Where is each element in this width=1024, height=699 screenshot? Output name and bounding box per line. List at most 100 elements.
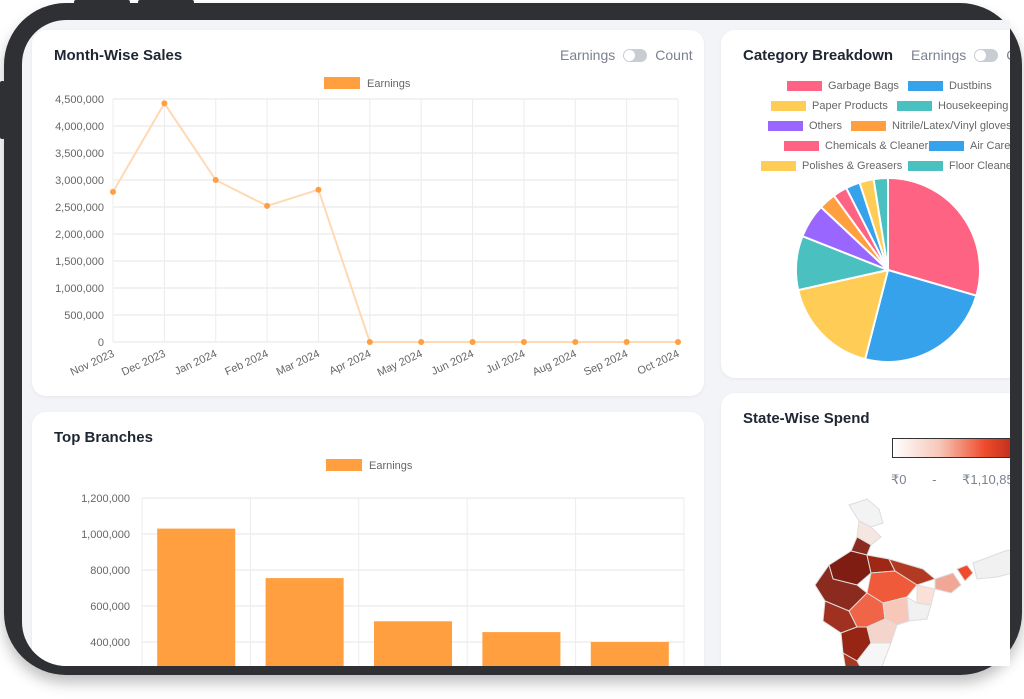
toggle-label-count: Co <box>1006 47 1010 63</box>
tablet-frame: Month-Wise Sales Earnings Count Earnings… <box>0 0 1022 675</box>
month-wise-sales-card: Month-Wise Sales Earnings Count Earnings… <box>32 30 704 396</box>
data-point <box>315 186 322 193</box>
legend-swatch <box>897 101 932 111</box>
map-region <box>916 584 936 606</box>
map-region <box>934 572 962 594</box>
data-point <box>418 339 425 345</box>
legend-label: Others <box>809 120 843 132</box>
legend-label: Polishes & Greasers <box>802 160 903 172</box>
x-tick-label: Jun 2024 <box>430 348 476 378</box>
legend-item[interactable]: Chemicals & Cleaners <box>784 139 934 153</box>
legend-swatch <box>929 141 964 151</box>
top-branches-card: Top Branches Earnings 1,200,000 1,000,000 8… <box>32 412 704 666</box>
map-region <box>866 554 896 574</box>
legend-item[interactable]: Polishes & Greasers <box>761 159 902 173</box>
data-point <box>520 339 527 345</box>
x-tick-label: Nov 2023 <box>69 348 117 379</box>
legend-swatch <box>784 141 819 151</box>
legend-item[interactable]: Nitrile/Latex/Vinyl gloves <box>851 119 1010 133</box>
data-point <box>469 339 476 345</box>
toggle-label-earnings: Earnings <box>560 47 616 63</box>
legend-swatch <box>768 121 803 131</box>
x-tick-label: Dec 2023 <box>120 348 168 379</box>
legend-item[interactable]: Dustbins <box>908 79 992 93</box>
map-region <box>842 652 861 666</box>
legend-label: Floor Cleaner <box>949 160 1010 172</box>
legend-label: Dustbins <box>949 80 992 92</box>
x-tick-label: Apr 2024 <box>328 348 374 378</box>
category-breakdown-card: Category Breakdown Earnings Co Garbage B… <box>721 30 1010 378</box>
legend-swatch <box>771 101 806 111</box>
y-tick-label: 1,000,000 <box>55 283 104 295</box>
map-region <box>882 596 910 626</box>
toggle-label-count: Count <box>655 47 693 63</box>
x-tick-label: Mar 2024 <box>275 348 322 379</box>
y-tick-label: 600,000 <box>90 601 130 613</box>
earnings-count-toggle[interactable]: Earnings Co <box>911 47 1010 63</box>
device-button <box>74 0 130 4</box>
earnings-count-toggle[interactable]: Earnings Count <box>560 47 693 63</box>
y-tick-label: 2,000,000 <box>55 229 104 241</box>
pie-slice <box>872 178 889 271</box>
y-tick-label: 4,000,000 <box>55 121 104 133</box>
scale-max-label: ₹1,10,85, <box>962 472 1010 487</box>
legend-item[interactable]: Housekeeping <box>897 99 1008 113</box>
legend-swatch <box>326 459 362 471</box>
device-button <box>138 0 194 4</box>
card-title: State-Wise Spend <box>743 410 870 427</box>
bar <box>265 578 344 666</box>
map-region <box>856 520 882 546</box>
legend-swatch <box>908 161 943 171</box>
legend-label: Nitrile/Latex/Vinyl gloves <box>892 120 1010 132</box>
legend-swatch <box>324 77 360 89</box>
month-wise-line-chart: Earnings 4,500,000 4,000,000 3,500,000 3,000… <box>55 77 681 379</box>
y-tick-label: 800,000 <box>90 565 130 577</box>
map-region <box>888 558 937 586</box>
x-tick-label: Feb 2024 <box>223 348 270 379</box>
legend-item[interactable]: Others <box>768 119 842 133</box>
data-point <box>675 339 681 345</box>
legend-label: Chemicals & Cleaners <box>825 140 934 152</box>
pie-slice <box>887 178 981 297</box>
legend-swatch <box>851 121 886 131</box>
bar <box>373 621 453 666</box>
device-button <box>0 81 5 139</box>
x-tick-label: Jul 2024 <box>484 348 527 376</box>
category-pie-chart <box>795 178 981 363</box>
map-region <box>848 498 884 528</box>
toggle-switch[interactable] <box>974 48 999 62</box>
data-point <box>212 177 219 183</box>
pie-slice <box>863 268 978 363</box>
spend-scale-labels: ₹0 - ₹1,10,85, <box>891 472 1010 488</box>
y-tick-label: 3,500,000 <box>55 148 104 160</box>
legend-item[interactable]: Air Care <box>929 139 1010 153</box>
bar <box>157 528 236 666</box>
y-tick-label: 1,500,000 <box>55 256 104 268</box>
legend-swatch <box>787 81 822 91</box>
y-tick-label: 400,000 <box>90 637 130 649</box>
card-title: Top Branches <box>54 429 153 446</box>
legend-item[interactable]: Paper Products <box>771 99 888 113</box>
state-wise-spend-card: State-Wise Spend ₹0 - ₹1,10,85, <box>721 393 1010 666</box>
india-state-map <box>814 498 1010 666</box>
x-tick-label: Jan 2024 <box>173 348 219 378</box>
x-tick-label: Sep 2024 <box>582 348 630 379</box>
top-branches-bar-chart: Earnings 1,200,000 1,000,000 800,000 600,000… <box>81 459 685 666</box>
scale-separator: - <box>932 472 937 487</box>
y-tick-label: 3,000,000 <box>55 175 104 187</box>
legend-label: Garbage Bags <box>828 80 899 92</box>
toggle-switch[interactable] <box>623 48 648 62</box>
legend-label: Air Care <box>970 140 1010 152</box>
series-line-earnings <box>112 101 678 343</box>
x-tick-label: Aug 2024 <box>531 348 579 379</box>
y-tick-label: 4,500,000 <box>55 94 104 106</box>
legend-item[interactable]: Garbage Bags <box>787 79 899 93</box>
y-tick-label: 1,000,000 <box>81 529 130 541</box>
data-point <box>161 100 168 107</box>
y-tick-label: 0 <box>98 337 104 349</box>
bar <box>590 642 669 666</box>
y-tick-label: 2,500,000 <box>55 202 104 214</box>
map-region <box>972 549 1010 580</box>
legend-item[interactable]: Floor Cleaner <box>908 159 1010 173</box>
toggle-label-earnings: Earnings <box>911 47 967 63</box>
